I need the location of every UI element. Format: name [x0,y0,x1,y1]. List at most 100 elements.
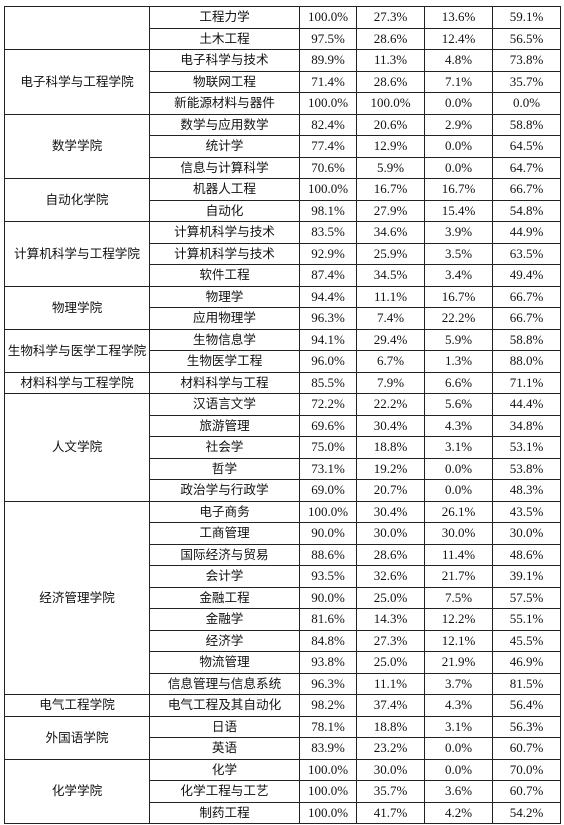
rate-cell: 0.0% [424,737,493,760]
table-row: 自动化学院 机器人工程 100.0% 16.7% 16.7% 66.7% [4,178,561,222]
table-row: 社会学 75.0% 18.8% 3.1% 53.1% [5,436,561,459]
table-row: 生物医学工程 96.0% 6.7% 1.3% 88.0% [5,350,561,373]
major-cell: 制药工程 [149,801,300,824]
rate-cell: 64.7% [492,156,561,179]
rate-cell: 4.3% [424,414,493,437]
rate-cell: 4.8% [424,49,493,72]
rate-cell: 3.5% [424,242,493,265]
rate-cell: 83.9% [299,737,357,760]
rate-cell: 34.8% [492,414,561,437]
table-row: 计算机科学与工程学院 计算机科学与技术 83.5% 34.6% 3.9% 44.9% [4,221,561,287]
rate-cell: 96.3% [299,307,357,330]
major-cell: 社会学 [149,436,300,459]
rate-cell: 6.6% [424,371,493,394]
rate-cell: 100.0% [356,92,425,115]
rate-cell: 44.4% [492,393,561,416]
rate-cell: 100.0% [299,801,357,824]
rate-cell: 75.0% [299,436,357,459]
rate-cell: 72.2% [299,393,357,416]
rate-cell: 25.0% [356,586,425,609]
college-cell: 电子科学与工程学院 [4,49,150,115]
rate-cell: 29.4% [356,328,425,351]
rate-cell: 73.1% [299,457,357,480]
rate-cell: 83.5% [299,221,357,244]
rate-cell: 35.7% [492,70,561,93]
rate-cell: 3.4% [424,264,493,287]
rate-cell: 100.0% [299,500,357,523]
rate-cell: 0.0% [424,457,493,480]
rate-cell: 37.4% [356,694,425,717]
rate-cell: 63.5% [492,242,561,265]
table-row: 电气工程学院 电气工程及其自动化 98.2% 37.4% 4.3% 56.4% [4,694,561,717]
rate-cell: 84.8% [299,629,357,652]
rate-cell: 78.1% [299,715,357,738]
rate-cell: 82.4% [299,113,357,136]
rate-cell: 3.1% [424,715,493,738]
rate-cell: 28.6% [356,27,425,50]
rate-cell: 69.0% [299,479,357,502]
rate-cell: 69.6% [299,414,357,437]
table-row: 金融工程 90.0% 25.0% 7.5% 57.5% [5,586,561,609]
rate-cell: 0.0% [424,758,493,781]
major-cell: 电气工程及其自动化 [149,694,300,717]
major-cell: 生物信息学 [149,328,300,351]
major-cell: 材料科学与工程 [149,371,300,394]
rate-cell: 22.2% [424,307,493,330]
rate-cell: 22.2% [356,393,425,416]
rate-cell: 20.7% [356,479,425,502]
rate-cell: 71.1% [492,371,561,394]
rate-cell: 28.6% [356,543,425,566]
table-row: 金融学 81.6% 14.3% 12.2% 55.1% [5,608,561,631]
rate-cell: 15.4% [424,199,493,222]
college-cell: 外国语学院 [4,715,150,760]
rate-cell: 89.9% [299,49,357,72]
rate-cell: 13.6% [424,6,493,29]
college-cell: 计算机科学与工程学院 [4,221,150,287]
table-row: 材料科学与工程学院 材料科学与工程 85.5% 7.9% 6.6% 71.1% [4,371,561,394]
college-cell: 经济管理学院 [4,500,150,695]
rate-cell: 64.5% [492,135,561,158]
major-cell: 统计学 [149,135,300,158]
rate-cell: 23.2% [356,737,425,760]
rate-cell: 46.9% [492,651,561,674]
rate-cell: 12.9% [356,135,425,158]
major-cell: 软件工程 [149,264,300,287]
rate-cell: 66.7% [492,307,561,330]
rate-cell: 48.3% [492,479,561,502]
rate-cell: 20.6% [356,113,425,136]
rate-cell: 16.7% [424,178,493,201]
rate-cell: 16.7% [424,285,493,308]
rate-cell: 41.7% [356,801,425,824]
major-cell: 英语 [149,737,300,760]
major-cell: 金融学 [149,608,300,631]
rate-cell: 97.5% [299,27,357,50]
table-row: 物理学院 物理学 94.4% 11.1% 16.7% 66.7% [4,285,561,330]
major-cell: 信息与计算科学 [149,156,300,179]
rate-cell: 21.9% [424,651,493,674]
rate-cell: 73.8% [492,49,561,72]
table-row: 土木工程 97.5% 28.6% 12.4% 56.5% [5,27,561,50]
employment-rate-table: 工程力学 100.0% 27.3% 13.6% 59.1% 土木工程 97.5% 28.6% 1… [4,6,561,824]
rate-cell: 34.5% [356,264,425,287]
rate-cell: 3.9% [424,221,493,244]
major-cell: 机器人工程 [149,178,300,201]
rate-cell: 58.8% [492,113,561,136]
table-row: 外国语学院 日语 78.1% 18.8% 3.1% 56.3% [4,715,561,760]
college-cell: 电气工程学院 [4,694,150,717]
rate-cell: 32.6% [356,565,425,588]
major-cell: 土木工程 [149,27,300,50]
rate-cell: 54.2% [492,801,561,824]
rate-cell: 18.8% [356,715,425,738]
rate-cell: 100.0% [299,6,357,29]
rate-cell: 18.8% [356,436,425,459]
table-row: 制药工程 100.0% 41.7% 4.2% 54.2% [5,801,561,824]
rate-cell: 100.0% [299,758,357,781]
rate-cell: 5.6% [424,393,493,416]
table-row: 新能源材料与器件 100.0% 100.0% 0.0% 0.0% [5,92,561,115]
rate-cell: 11.1% [356,285,425,308]
rate-cell: 44.9% [492,221,561,244]
rate-cell: 81.6% [299,608,357,631]
major-cell: 物理学 [149,285,300,308]
major-cell: 物联网工程 [149,70,300,93]
rate-cell: 96.3% [299,672,357,695]
